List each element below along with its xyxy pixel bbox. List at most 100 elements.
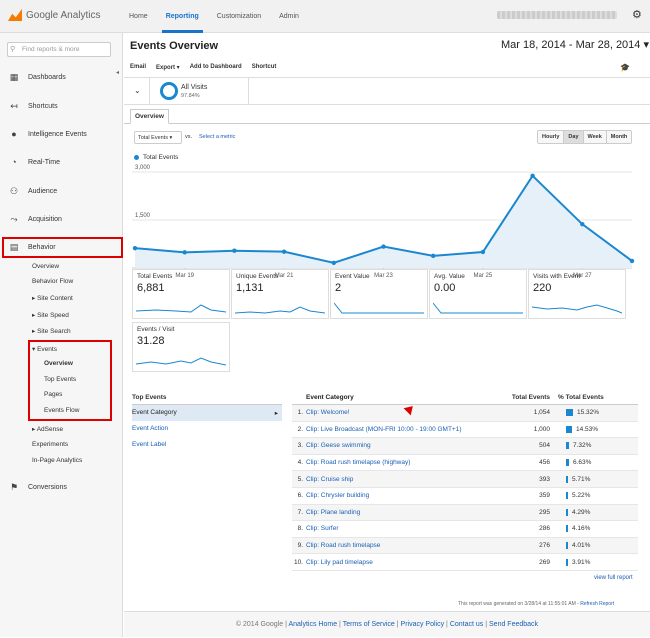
google-analytics-logo[interactable]: Google Analytics — [8, 9, 101, 21]
sidebar-item-intelligence[interactable]: ● Intelligence Events — [0, 126, 122, 142]
period-hourly[interactable]: Hourly — [538, 131, 565, 143]
summary-card-event-value[interactable]: Event Value 2 — [330, 269, 428, 319]
sidebar-behavior-flow[interactable]: Behavior Flow — [32, 278, 74, 285]
sidebar-pages[interactable]: Pages — [44, 391, 63, 398]
data-point[interactable] — [132, 245, 138, 251]
row-pct-cell: 14.53% — [554, 425, 638, 433]
gear-icon[interactable]: ⚙ — [632, 9, 642, 21]
date-range-selector[interactable]: Mar 18, 2014 - Mar 28, 2014 ▾ — [501, 39, 649, 51]
sidebar-item-acquisition[interactable]: ⤳ Acquisition — [0, 211, 122, 227]
period-day[interactable]: Day — [564, 131, 584, 143]
collapse-sidebar-icon[interactable]: ◂ — [116, 70, 120, 76]
data-point[interactable] — [629, 258, 635, 264]
pct-bar — [566, 508, 568, 516]
sidebar-item-realtime[interactable]: ◔ Real-Time — [0, 154, 122, 170]
summary-card-events-per-visit[interactable]: Events / Visit 31.28 — [132, 322, 230, 372]
footer-feedback[interactable]: Send Feedback — [489, 621, 539, 628]
row-pct-cell: 4.29% — [554, 508, 638, 516]
metric-select[interactable]: Total Events ▾ — [134, 131, 182, 144]
generated-text: This report was generated on 3/28/14 at … — [458, 601, 581, 607]
sidebar-events-flow[interactable]: Events Flow — [44, 407, 80, 414]
footer-contact[interactable]: Contact us — [449, 621, 484, 628]
summary-card-avg-value[interactable]: Avg. Value 0.00 — [429, 269, 527, 319]
data-point[interactable] — [331, 260, 336, 266]
chevron-down-icon[interactable]: ⌄ — [134, 86, 141, 95]
sidebar-item-behavior[interactable]: ▤ Behavior — [0, 239, 122, 255]
sidebar-experiments[interactable]: Experiments — [32, 441, 69, 448]
row-event-category[interactable]: Clip: Road rush timelapse — [306, 542, 381, 550]
footer-analytics-home[interactable]: Analytics Home — [288, 621, 338, 628]
data-point[interactable] — [381, 244, 386, 249]
education-cap-icon[interactable]: 🎓 — [620, 63, 630, 72]
data-point[interactable] — [580, 221, 585, 227]
shortcut-button[interactable]: Shortcut — [251, 64, 277, 70]
summary-card-total-events[interactable]: Total Events 6,881 — [132, 269, 230, 319]
top-events-event-action[interactable]: Event Action — [132, 425, 169, 432]
row-event-category[interactable]: Clip: Geese swimming — [306, 442, 371, 450]
period-toggle: Hourly Day Week Month — [537, 130, 633, 144]
data-point[interactable] — [431, 253, 436, 259]
row-event-category[interactable]: Clip: Lily pad timelapse — [306, 558, 373, 566]
summary-card-unique-events[interactable]: Unique Events 1,131 — [231, 269, 329, 319]
row-event-category[interactable]: Clip: Cruise ship — [306, 475, 354, 483]
top-events-event-label[interactable]: Event Label — [132, 441, 167, 448]
row-pct-cell: 6.63% — [554, 459, 638, 467]
sidebar-item-dashboards[interactable]: ▦ Dashboards — [0, 69, 122, 85]
row-event-category[interactable]: Clip: Surfer — [306, 525, 339, 533]
footer-terms[interactable]: Terms of Service — [342, 621, 395, 628]
pct-bar — [566, 425, 572, 433]
data-point[interactable] — [182, 250, 187, 255]
sidebar-adsense[interactable]: ▸ AdSense — [32, 426, 64, 433]
sidebar-site-search[interactable]: ▸ Site Search — [32, 328, 71, 335]
header-event-category[interactable]: Event Category — [306, 394, 354, 401]
nav-home[interactable]: Home — [129, 13, 148, 20]
period-month[interactable]: Month — [606, 131, 632, 143]
header-total-events[interactable]: Total Events — [511, 394, 550, 401]
refresh-report-link[interactable]: Refresh Report — [580, 601, 615, 607]
data-point[interactable] — [281, 249, 287, 254]
nav-reporting[interactable]: Reporting — [157, 0, 208, 33]
row-pct-cell: 5.71% — [554, 475, 638, 483]
row-pct-total: 7.32% — [573, 442, 592, 450]
row-total-events: 359 — [539, 492, 550, 500]
view-full-report-link[interactable]: view full report — [594, 575, 633, 581]
footer-privacy[interactable]: Privacy Policy — [400, 621, 445, 628]
header-pct-total-events[interactable]: % Total Events — [558, 394, 604, 401]
row-event-category[interactable]: Clip: Welcome! — [306, 409, 350, 417]
sidebar-site-speed[interactable]: ▸ Site Speed — [32, 312, 69, 319]
sidebar-events-overview[interactable]: Overview — [44, 360, 73, 367]
data-point[interactable] — [480, 249, 486, 255]
sidebar-events[interactable]: ▾ Events — [32, 346, 57, 353]
data-point[interactable] — [232, 248, 237, 253]
add-to-dashboard-button[interactable]: Add to Dashboard — [189, 64, 242, 70]
row-number: 1. — [297, 409, 303, 417]
row-event-category[interactable]: Clip: Road rush timelapse (highway) — [306, 459, 411, 467]
data-point[interactable] — [530, 173, 535, 179]
row-event-category[interactable]: Clip: Live Broadcast (MON-FRI 10:00 - 19… — [306, 425, 462, 433]
period-week[interactable]: Week — [583, 131, 607, 143]
row-event-category[interactable]: Clip: Plane landing — [306, 508, 361, 516]
sidebar-site-content[interactable]: ▸ Site Content — [32, 295, 73, 302]
segment-name[interactable]: All Visits — [181, 84, 208, 91]
select-metric-link[interactable]: Select a metric — [199, 134, 236, 140]
email-button[interactable]: Email — [130, 64, 147, 70]
account-selector[interactable] — [497, 11, 617, 19]
sidebar-item-audience[interactable]: ⚇ Audience — [0, 183, 122, 199]
tab-overview[interactable]: Overview — [130, 109, 169, 124]
summary-label: Visits with Event — [533, 273, 581, 280]
sidebar-behavior-overview[interactable]: Overview — [32, 263, 60, 270]
row-event-category[interactable]: Clip: Chrysler building — [306, 492, 370, 500]
top-events-event-category[interactable]: Event Category ▸ — [132, 405, 282, 421]
sidebar-item-conversions[interactable]: ⚑ Conversions — [0, 479, 122, 495]
sidebar-inpage-analytics[interactable]: In-Page Analytics — [32, 457, 83, 464]
sidebar-item-shortcuts[interactable]: ↤ Shortcuts — [0, 98, 122, 114]
summary-card-visits-with-event[interactable]: Visits with Event 220 — [528, 269, 626, 319]
sidebar-top-events[interactable]: Top Events — [44, 376, 77, 383]
table-row: 1. Clip: Welcome! 1,054 15.32% — [292, 405, 638, 422]
export-button[interactable]: Export ▾ — [156, 65, 180, 71]
pct-bar — [566, 409, 573, 417]
nav-admin[interactable]: Admin — [279, 13, 299, 20]
search-input[interactable]: Find reports & more — [7, 42, 111, 57]
nav-customization[interactable]: Customization — [216, 13, 262, 20]
generated-note: This report was generated on 3/28/14 at … — [458, 601, 614, 607]
